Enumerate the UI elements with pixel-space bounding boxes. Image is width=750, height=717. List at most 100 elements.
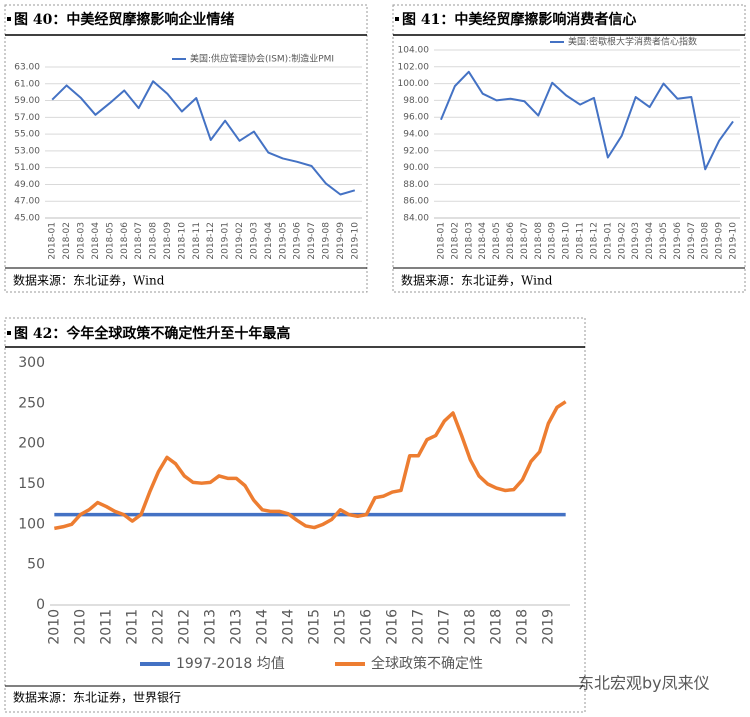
x-tick-label: 2019-09 [715,222,725,260]
x-tick-label: 2018-02 [450,222,460,260]
y-tick-label: 250 [18,395,45,411]
figure-frame [392,4,746,293]
x-tick-label: 2019-10 [729,222,739,260]
figure-caption: 图 40：中美经贸摩擦影响企业情绪 [14,11,234,28]
series-line [440,70,734,171]
x-tick-label: 2018-12 [589,222,599,260]
y-tick-label: 45.00 [14,214,40,224]
x-tick-label: 2014 [254,609,270,645]
x-tick-label: 2019-05 [659,222,669,260]
x-tick-label: 2019-03 [631,222,641,260]
y-tick-label: 59.00 [14,96,40,106]
x-tick-label: 2018-03 [464,222,474,260]
y-tick-label: 200 [18,436,45,452]
x-tick-label: 2015 [332,609,348,645]
x-tick-label: 2015 [306,609,322,645]
y-tick-label: 47.00 [14,197,40,207]
x-tick-label: 2019-07 [687,222,697,260]
figure-frame [4,4,368,293]
x-tick-label: 2018 [462,609,478,645]
y-tick-label: 0 [36,597,45,613]
source-note: 数据来源：东北证券，Wind [401,273,553,288]
x-tick-label: 2019-01 [603,222,613,260]
x-tick-label: 2013 [228,609,244,645]
x-tick-label: 2013 [202,609,218,645]
x-tick-label: 2017 [410,609,426,645]
caption-marker [7,17,11,21]
x-tick-label: 2018-02 [62,222,72,260]
series-line [54,400,567,531]
x-tick-label: 2019-06 [673,222,683,260]
x-tick-label: 2010 [46,609,62,645]
x-tick-label: 2011 [124,609,140,645]
x-tick-label: 2018-08 [534,222,544,260]
x-tick-label: 2016 [358,609,374,645]
x-tick-label: 2019-02 [235,222,245,260]
legend-label: 全球政策不确定性 [371,655,483,672]
y-tick-label: 100.00 [398,79,430,89]
figure-caption: 图 41：中美经贸摩擦影响消费者信心 [402,11,636,28]
y-tick-label: 102.00 [398,62,430,72]
x-tick-label: 2018-07 [520,222,530,260]
caption-marker [395,17,399,21]
figure-caption: 图 42：今年全球政策不确定性升至十年最高 [14,325,290,342]
y-tick-label: 63.00 [14,63,40,73]
y-tick-label: 49.00 [14,180,40,190]
y-tick-label: 98.00 [403,96,429,106]
x-tick-label: 2018-05 [105,222,115,260]
x-tick-label: 2018-10 [562,222,572,260]
y-tick-label: 86.00 [403,197,429,207]
caption-marker [7,331,11,335]
x-tick-label: 2019 [540,609,556,645]
x-tick-label: 2019-03 [249,222,259,260]
series-line [51,80,356,196]
x-tick-label: 2018-01 [48,222,58,260]
x-tick-label: 2019-05 [278,222,288,260]
figure-frame [4,317,586,713]
x-tick-label: 2018-10 [177,222,187,260]
y-tick-label: 300 [18,355,45,371]
x-tick-label: 2018-06 [506,222,516,260]
x-tick-label: 2010 [72,609,88,645]
x-tick-label: 2011 [98,609,114,645]
x-tick-label: 2018-01 [436,222,446,260]
x-tick-label: 2018-12 [206,222,216,260]
x-tick-label: 2019-06 [293,222,303,260]
x-tick-label: 2019-08 [321,222,331,260]
x-tick-label: 2019-01 [221,222,231,260]
source-note: 数据来源：东北证券，Wind [13,273,165,288]
legend-label: 美国:密歇根大学消费者信心指数 [568,36,697,48]
x-tick-label: 2018-05 [492,222,502,260]
y-tick-label: 84.00 [403,214,429,224]
y-tick-label: 92.00 [403,146,429,156]
x-tick-label: 2019-04 [645,222,655,260]
x-tick-label: 2012 [150,609,166,645]
x-tick-label: 2014 [280,609,296,645]
x-tick-label: 2019-08 [701,222,711,260]
y-tick-label: 57.00 [14,113,40,123]
x-tick-label: 2017 [436,609,452,645]
x-tick-label: 2018 [514,609,530,645]
y-tick-label: 51.00 [14,163,40,173]
x-tick-label: 2018-03 [77,222,87,260]
x-tick-label: 2018-09 [163,222,173,260]
x-tick-label: 2018-04 [91,222,101,260]
legend-label: 美国:供应管理协会(ISM):制造业PMI [190,53,334,65]
x-tick-label: 2019-10 [350,222,360,260]
y-tick-label: 150 [18,476,45,492]
x-tick-label: 2019-07 [307,222,317,260]
x-tick-label: 2018-06 [120,222,130,260]
y-tick-label: 55.00 [14,130,40,140]
legend-label: 1997-2018 均值 [176,656,285,672]
source-note: 数据来源：东北证券，世界银行 [13,690,181,705]
x-tick-label: 2018-08 [149,222,159,260]
y-tick-label: 53.00 [14,146,40,156]
x-tick-label: 2018-11 [576,222,586,260]
x-tick-label: 2016 [384,609,400,645]
y-tick-label: 104.00 [398,46,430,56]
x-tick-label: 2019-09 [336,222,346,260]
x-tick-label: 2018-04 [478,222,488,260]
y-tick-label: 94.00 [403,130,429,140]
